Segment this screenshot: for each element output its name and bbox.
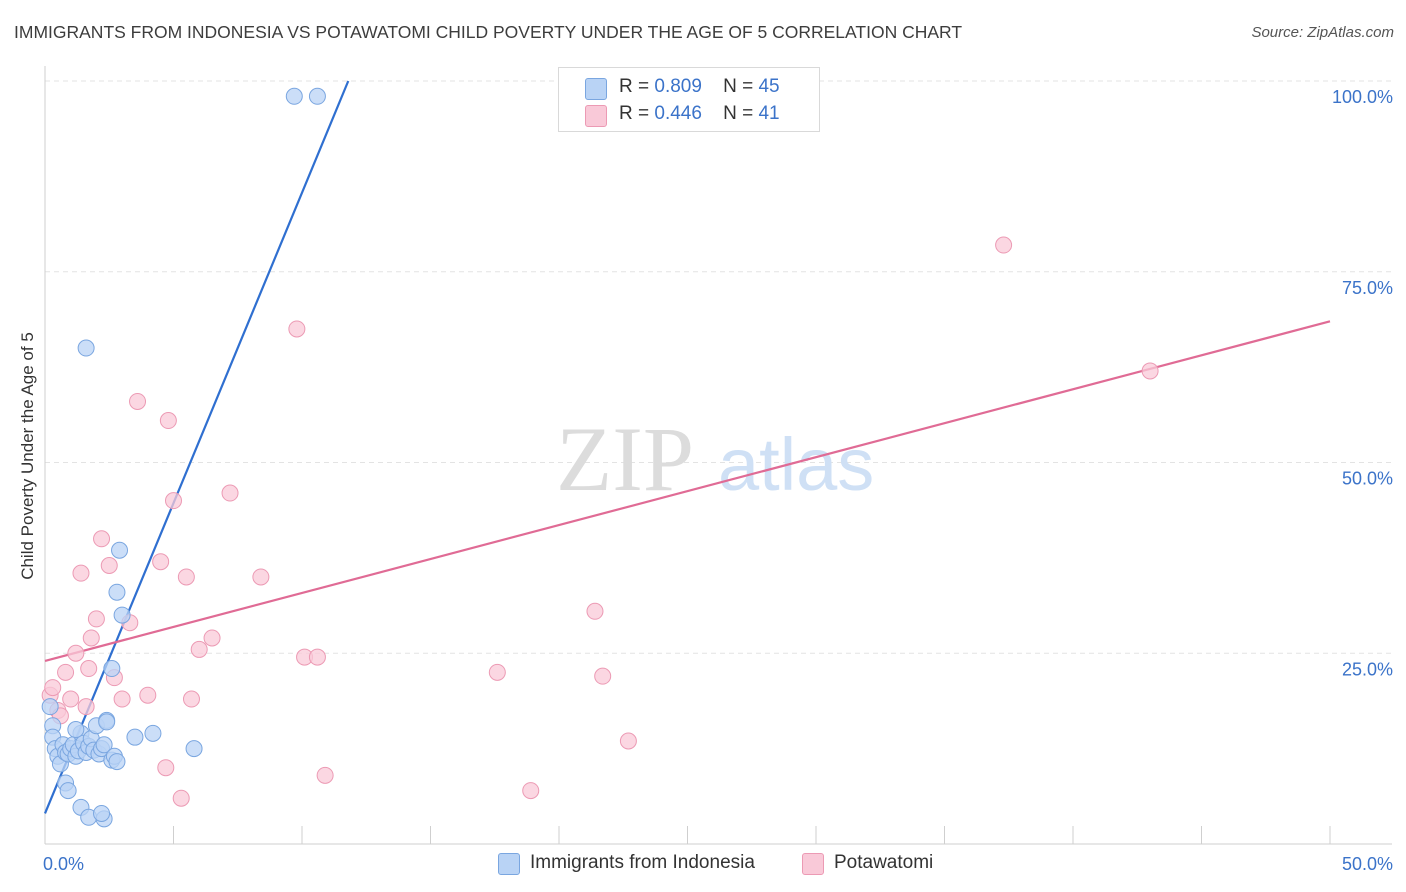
x-tick-label-0: 0.0%: [43, 854, 84, 874]
indonesia-point-42: [285, 87, 303, 105]
potawatomi-point-1: [44, 679, 62, 697]
tick-labels: 25.0% 50.0% 75.0% 100.0% 0.0% 50.0%: [43, 87, 1393, 874]
potawatomi-point-32: [488, 663, 506, 681]
indonesia-point-41: [77, 339, 95, 357]
potawatomi-point-6: [67, 644, 85, 662]
potawatomi-point-25: [203, 629, 221, 647]
potawatomi-point-9: [80, 660, 98, 678]
indonesia-point-36: [98, 713, 116, 731]
indonesia-point-37: [126, 728, 144, 746]
watermark: ZIP atlas: [556, 408, 874, 510]
indonesia-points: [41, 87, 326, 828]
bottom-legend-label-potawatomi: Potawatomi: [834, 852, 934, 873]
y-axis-label: Child Poverty Under the Age of 5: [18, 332, 37, 580]
legend-r-label: R =: [619, 103, 650, 124]
indonesia-point-44: [67, 721, 85, 739]
y-tick-label-25: 25.0%: [1342, 659, 1393, 679]
indonesia-point-22: [95, 736, 113, 754]
y-tick-label-75: 75.0%: [1342, 278, 1393, 298]
indonesia-point-26: [108, 753, 126, 771]
potawatomi-point-36: [619, 732, 637, 750]
trendlines: [43, 80, 1331, 814]
indonesia-point-33: [103, 660, 121, 678]
potawatomi-point-30: [308, 648, 326, 666]
potawatomi-point-34: [586, 602, 604, 620]
potawatomi-point-40: [172, 789, 190, 807]
watermark-atlas: atlas: [718, 423, 874, 506]
indonesia-point-39: [185, 740, 203, 758]
potawatomi-point-35: [594, 667, 612, 685]
potawatomi-trendline: [44, 320, 1331, 662]
potawatomi-point-39: [157, 759, 175, 777]
x-tick-label-50: 50.0%: [1342, 854, 1393, 874]
potawatomi-point-27: [252, 568, 270, 586]
potawatomi-point-19: [152, 553, 170, 571]
y-tick-label-100: 100.0%: [1332, 87, 1393, 107]
chart-title: IMMIGRANTS FROM INDONESIA VS POTAWATOMI …: [14, 22, 963, 42]
bottom-legend-swatch-blue: [498, 853, 520, 875]
correlation-legend: R = 0.809 N = 45 R = 0.446 N = 41: [558, 67, 820, 132]
potawatomi-point-7: [72, 564, 90, 582]
indonesia-point-35: [111, 541, 129, 559]
potawatomi-point-21: [165, 492, 182, 510]
potawatomi-point-37: [995, 236, 1013, 254]
indonesia-point-40: [113, 606, 131, 624]
potawatomi-point-8: [77, 698, 95, 716]
potawatomi-point-4: [57, 663, 75, 681]
y-tick-label-50: 50.0%: [1342, 469, 1393, 489]
potawatomi-point-26: [221, 484, 239, 502]
potawatomi-point-28: [288, 320, 306, 338]
potawatomi-point-11: [87, 610, 105, 628]
legend-r-label: R =: [619, 76, 650, 97]
potawatomi-point-18: [139, 686, 157, 704]
indonesia-trendline: [43, 80, 350, 814]
indonesia-point-28: [59, 782, 77, 800]
potawatomi-point-38: [1141, 362, 1159, 380]
potawatomi-point-13: [100, 557, 118, 575]
potawatomi-point-17: [129, 392, 147, 410]
axes: [44, 66, 1392, 845]
potawatomi-point-33: [522, 782, 540, 800]
watermark-zip: ZIP: [556, 408, 694, 510]
potawatomi-points: [41, 236, 1159, 807]
legend-swatch-pink: [585, 105, 607, 127]
potawatomi-point-12: [93, 530, 111, 548]
indonesia-point-0: [41, 698, 59, 716]
potawatomi-point-15: [113, 690, 131, 708]
legend-n-value-blue: 45: [758, 76, 780, 97]
indonesia-point-32: [93, 804, 111, 822]
gridlines: [45, 80, 1392, 654]
legend-r-value-blue: 0.809: [654, 76, 702, 97]
legend-n-value-pink: 41: [758, 103, 780, 124]
potawatomi-point-20: [159, 412, 177, 430]
indonesia-point-38: [144, 724, 162, 742]
bottom-legend-label-indonesia: Immigrants from Indonesia: [530, 852, 755, 873]
indonesia-point-43: [308, 87, 326, 105]
legend-swatch-blue: [585, 78, 607, 100]
potawatomi-point-31: [316, 766, 334, 784]
legend-n-label: N =: [723, 103, 754, 124]
potawatomi-point-23: [182, 690, 200, 708]
legend-r-value-pink: 0.446: [654, 103, 702, 124]
potawatomi-point-22: [177, 568, 195, 586]
source-credit: Source: ZipAtlas.com: [1251, 24, 1394, 41]
indonesia-point-34: [108, 583, 126, 601]
potawatomi-point-10: [82, 629, 100, 647]
legend-n-label: N =: [723, 76, 754, 97]
potawatomi-point-5: [62, 690, 80, 708]
bottom-legend-swatch-pink: [802, 853, 824, 875]
potawatomi-point-24: [190, 640, 208, 658]
